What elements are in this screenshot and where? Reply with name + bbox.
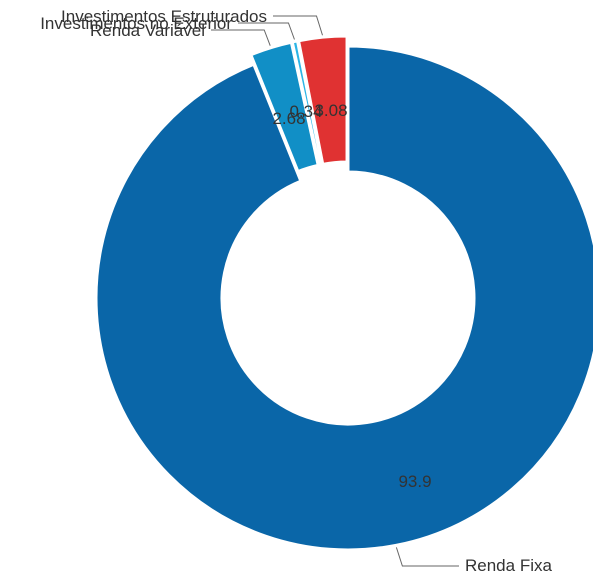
- slice-investimentos-estruturados[interactable]: [297, 34, 349, 166]
- leader-line-investimentos-estruturados: [273, 15, 323, 36]
- slices: [94, 34, 593, 552]
- leader-line-investimentos-no-exterior: [238, 22, 295, 40]
- value-labels: 93.9 2.680.343.08: [272, 101, 431, 491]
- value-label-renda-variavel: 2.68: [272, 109, 305, 128]
- leader-lines: [211, 15, 459, 567]
- category-label-investimentos-no-exterior: Investimentos no Exterior: [40, 14, 232, 33]
- category-label-renda-fixa: Renda Fixa: [465, 556, 552, 575]
- value-label-investimentos-estruturados: 3.08: [314, 101, 347, 120]
- category-label-renda-variavel: Renda Variável: [90, 21, 205, 40]
- slice-renda-fixa[interactable]: [94, 44, 593, 552]
- leader-line-renda-fixa: [395, 547, 459, 567]
- leader-line-renda-variavel: [211, 29, 271, 46]
- category-label-investimentos-estruturados: Investimentos Estruturados: [61, 7, 267, 26]
- value-label-investimentos-no-exterior: 0.34: [289, 102, 322, 121]
- value-label-renda-fixa: 93.9: [398, 472, 431, 491]
